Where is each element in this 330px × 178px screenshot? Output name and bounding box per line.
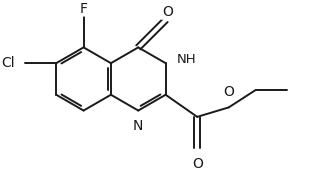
Text: N: N xyxy=(133,119,144,133)
Text: O: O xyxy=(192,157,203,171)
Text: O: O xyxy=(162,5,173,19)
Text: Cl: Cl xyxy=(2,56,15,70)
Text: F: F xyxy=(80,2,87,16)
Text: O: O xyxy=(223,85,234,99)
Text: NH: NH xyxy=(177,53,196,66)
